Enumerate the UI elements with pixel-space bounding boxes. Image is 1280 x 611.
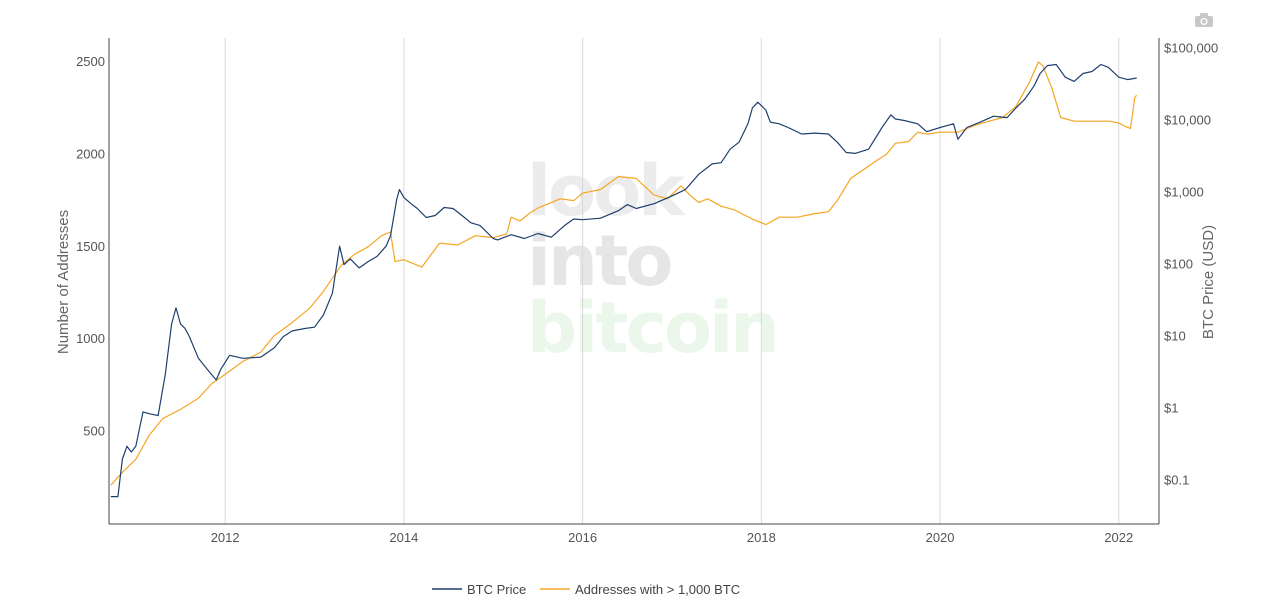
x-tick-label: 2014 bbox=[389, 530, 418, 545]
x-tick-label: 2022 bbox=[1104, 530, 1133, 545]
y2-tick-label: $10,000 bbox=[1164, 113, 1211, 128]
btc-price-line bbox=[110, 63, 1137, 498]
watermark-line2: into bbox=[527, 220, 671, 302]
watermark-line3: bitcoin bbox=[527, 287, 777, 369]
y-tick-label: 2500 bbox=[76, 54, 105, 69]
axes bbox=[108, 38, 1160, 525]
legend-item[interactable]: Addresses with > 1,000 BTC bbox=[575, 582, 740, 597]
y-tick-label: 1000 bbox=[76, 331, 105, 346]
y-tick-label: 2000 bbox=[76, 146, 105, 161]
y2-tick-label: $1,000 bbox=[1164, 185, 1204, 200]
x-tick-label: 2020 bbox=[926, 530, 955, 545]
y2-tick-label: $10 bbox=[1164, 329, 1186, 344]
addresses-line bbox=[110, 61, 1138, 486]
x-tick-label: 2016 bbox=[568, 530, 597, 545]
watermark-line1: look bbox=[527, 150, 686, 232]
y-tick-label: 500 bbox=[83, 424, 105, 439]
y-axis-title: Number of Addresses bbox=[55, 210, 72, 354]
series-layer bbox=[110, 61, 1138, 498]
legend[interactable]: BTC Price Addresses with > 1,000 BTC bbox=[432, 582, 740, 597]
y2-tick-label: $100,000 bbox=[1164, 41, 1218, 56]
x-tick-label: 2018 bbox=[747, 530, 776, 545]
y2-axis-title: BTC Price (USD) bbox=[1200, 225, 1217, 339]
tick-labels: 2012 2014 2016 2018 2020 2022 500 1000 1500 2000 2… bbox=[76, 41, 1218, 545]
x-tick-label: 2012 bbox=[211, 530, 240, 545]
gridlines bbox=[224, 38, 1120, 524]
y2-tick-label: $1 bbox=[1164, 401, 1178, 416]
y2-tick-label: $100 bbox=[1164, 257, 1193, 272]
y-tick-label: 1500 bbox=[76, 239, 105, 254]
y2-tick-label: $0.1 bbox=[1164, 473, 1189, 488]
watermark: look into bitcoin bbox=[527, 150, 780, 369]
legend-item[interactable]: BTC Price bbox=[467, 582, 526, 597]
camera-icon[interactable] bbox=[1194, 12, 1214, 28]
